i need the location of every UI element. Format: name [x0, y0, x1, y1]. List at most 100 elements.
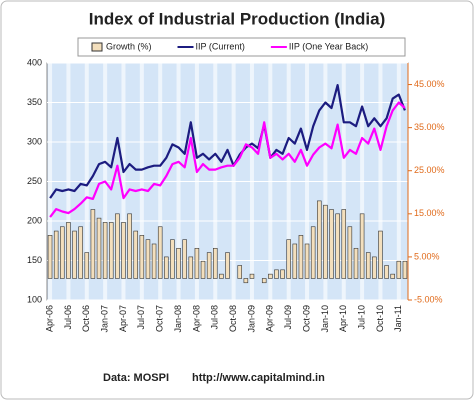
bar: [335, 213, 340, 279]
legend-label: IIP (Current): [196, 41, 245, 51]
legend: [77, 37, 406, 57]
bar: [78, 226, 83, 279]
bar: [139, 235, 145, 279]
bar: [286, 239, 291, 279]
bar: [47, 235, 53, 279]
bar: [353, 247, 359, 279]
x-tick-label: Jan-10: [320, 305, 330, 333]
bar: [243, 278, 249, 284]
bar: [66, 222, 71, 279]
footer-url: http://www.capitalmind.in: [192, 372, 325, 384]
x-tick-label: Oct-10: [375, 305, 385, 332]
y-tick-label: 200: [27, 215, 42, 225]
bar: [237, 265, 242, 279]
bar: [280, 269, 285, 279]
y-tick-label: 250: [27, 176, 42, 186]
bar: [200, 260, 206, 279]
legend-label: IIP (One Year Back): [289, 41, 368, 51]
x-tick-label: Jul-09: [283, 305, 293, 330]
bar: [151, 243, 157, 279]
x-tick-label: Oct-07: [155, 305, 165, 332]
footer-source: Data: MOSPI: [103, 372, 169, 384]
x-tick-label: Jan-07: [100, 305, 110, 333]
x-tick-label: Oct-06: [81, 305, 91, 332]
bar: [170, 239, 175, 279]
legend-label: Growth (%): [106, 41, 152, 51]
line: [49, 101, 406, 218]
chart-title: Index of Industrial Production (India): [89, 9, 386, 28]
bar: [60, 226, 65, 279]
bar: [249, 273, 255, 279]
bar: [121, 222, 126, 279]
bar: [347, 226, 353, 279]
bar: [274, 269, 279, 279]
bar: [84, 252, 90, 279]
x-tick-label: Apr-09: [265, 305, 275, 332]
bar: [378, 230, 383, 279]
y-tick-label: 300: [27, 136, 42, 146]
legend-swatch: [91, 42, 103, 52]
bar: [206, 252, 212, 279]
bar: [133, 230, 138, 279]
bar: [102, 222, 108, 279]
x-tick-label: Oct-08: [228, 305, 238, 332]
y2-tick-label: 5.00%: [414, 251, 440, 261]
bar: [115, 213, 120, 279]
bar: [72, 230, 77, 279]
bar: [359, 213, 365, 279]
y2-tick-label: 25.00%: [414, 165, 445, 175]
y-tick-label: 400: [27, 57, 42, 67]
y2-tick-label: 15.00%: [414, 208, 445, 218]
bar: [292, 243, 298, 279]
bar: [127, 213, 132, 279]
y2-tick-label: 45.00%: [414, 79, 445, 89]
bar: [145, 239, 151, 279]
bar: [365, 252, 371, 279]
bar: [317, 200, 322, 279]
x-tick-label: Apr-07: [118, 305, 128, 332]
bar: [96, 217, 102, 279]
bar: [157, 226, 163, 279]
x-tick-label: Jan-08: [173, 305, 183, 333]
bar: [90, 209, 96, 279]
bar: [402, 260, 408, 279]
bar: [384, 265, 389, 279]
bar: [268, 273, 273, 279]
x-tick-label: Jul-07: [136, 305, 146, 330]
bar: [304, 243, 310, 279]
bar: [225, 252, 230, 279]
bar: [396, 260, 402, 279]
bar: [341, 209, 347, 279]
bar: [213, 247, 218, 279]
bar: [390, 273, 395, 279]
y2-tick-label: 35.00%: [414, 122, 445, 132]
x-tick-label: Jan-11: [393, 305, 403, 332]
bar: [372, 256, 377, 279]
x-tick-label: Apr-08: [191, 305, 201, 332]
bar: [298, 235, 304, 279]
bar: [108, 222, 114, 279]
bar: [310, 226, 316, 279]
y-tick-label: 100: [27, 294, 42, 304]
bar: [164, 256, 169, 279]
x-tick-label: Apr-10: [338, 305, 348, 332]
bar: [176, 247, 181, 279]
x-tick-label: Jan-09: [246, 305, 256, 333]
bar: [182, 239, 187, 279]
bar: [219, 273, 224, 279]
y-tick-label: 150: [27, 255, 42, 265]
x-tick-label: Oct-09: [301, 305, 311, 332]
y2-tick-label: -5.00%: [414, 294, 443, 304]
bar: [53, 230, 59, 279]
bar: [188, 256, 194, 279]
x-tick-label: Jul-06: [63, 305, 73, 330]
line: [49, 83, 406, 199]
y-tick-label: 350: [27, 97, 42, 107]
x-tick-label: Jul-10: [356, 305, 366, 330]
bar: [194, 247, 200, 279]
x-tick-label: Jul-08: [210, 305, 220, 330]
bar: [329, 209, 334, 279]
bar: [261, 278, 267, 284]
x-tick-label: Apr-06: [44, 305, 54, 332]
